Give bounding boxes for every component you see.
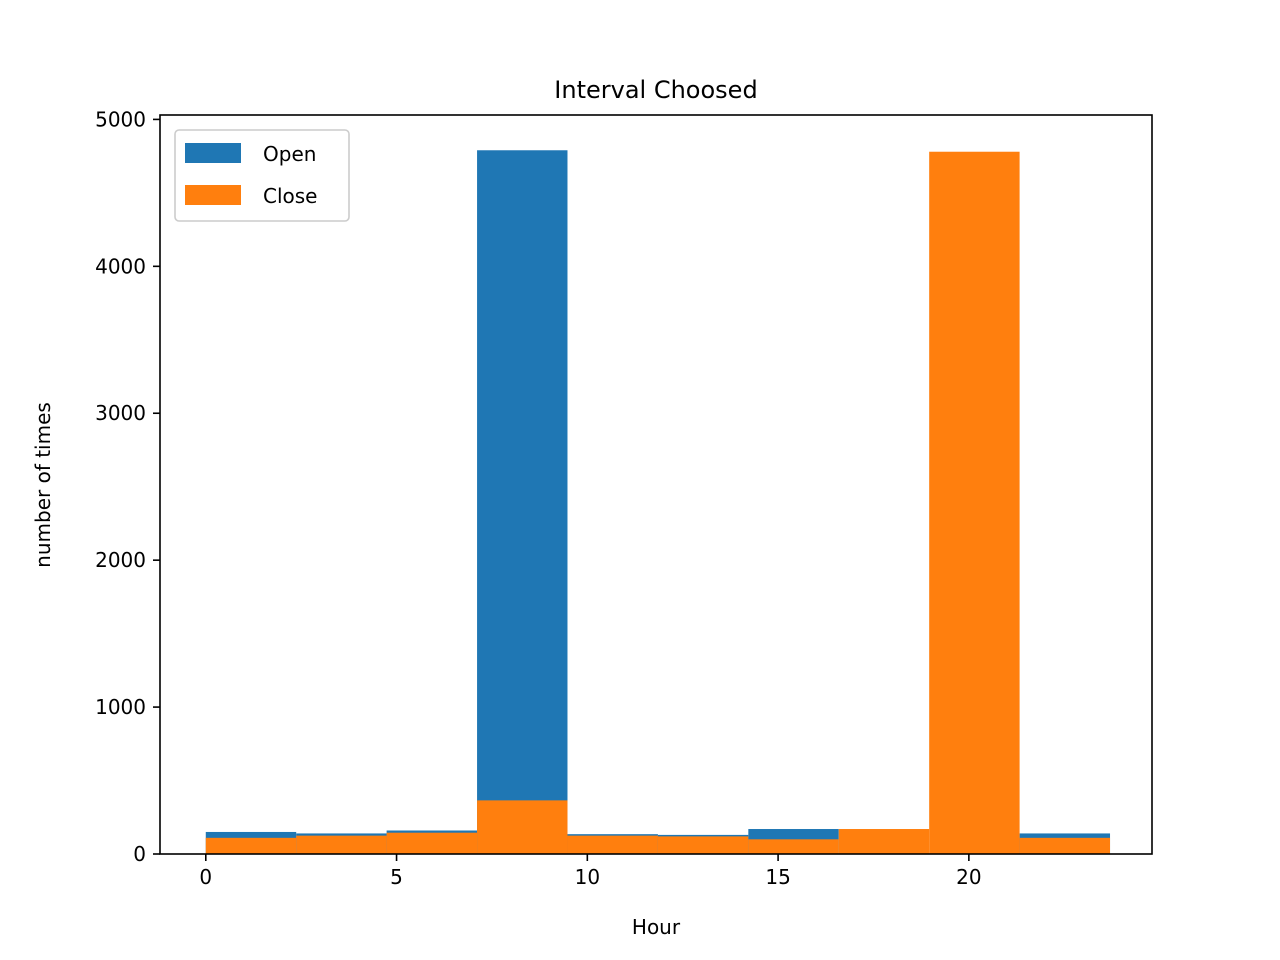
bar-close-9 [1019,837,1111,854]
y-tick-label: 3000 [95,401,146,425]
y-tick-label: 2000 [95,548,146,572]
y-tick-label: 5000 [95,107,146,131]
legend-label-open: Open [263,142,316,166]
bars-layer [205,150,1111,855]
x-axis-label: Hour [632,915,681,939]
y-tick-label: 4000 [95,254,146,278]
y-axis: 0 1000 2000 3000 4000 5000 [95,107,160,866]
x-tick-label: 5 [390,865,403,889]
bar-close-7 [838,829,930,854]
y-tick-label: 1000 [95,695,146,719]
x-tick-label: 20 [956,865,981,889]
legend-label-close: Close [263,184,317,208]
bar-close-1 [296,835,387,854]
legend-swatch-close [185,185,241,205]
bar-close-2 [386,832,478,854]
bar-close-4 [567,835,658,854]
plot-frame [159,114,1153,855]
y-tick-label: 0 [133,842,146,866]
bar-close-6 [748,839,839,854]
x-tick-label: 0 [199,865,212,889]
x-tick-label: 10 [575,865,600,889]
bar-close-0 [205,837,297,854]
bar-close-8 [929,151,1020,855]
legend-swatch-open [185,143,241,163]
legend: Open Close [174,129,350,222]
chart-title: Interval Choosed [554,76,757,104]
x-tick-label: 15 [765,865,790,889]
x-axis: 0 5 10 15 20 [199,854,982,889]
y-axis-label: number of times [31,402,55,568]
bar-open-3 [477,150,568,854]
bar-close-3 [477,800,568,854]
bar-close-5 [657,836,749,854]
